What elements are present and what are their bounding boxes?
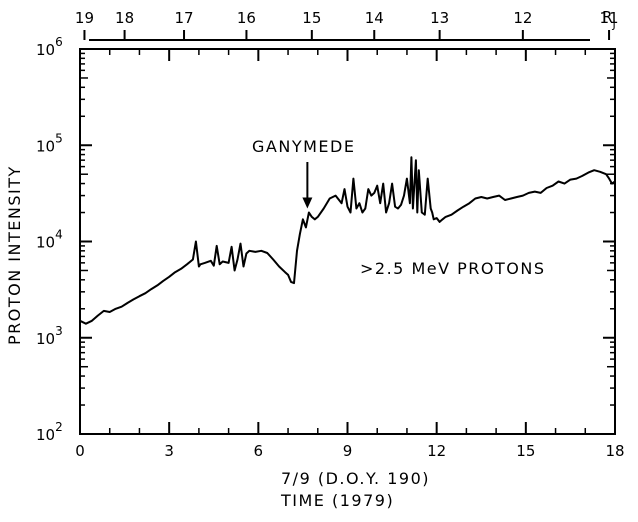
y-tick-label: 106: [36, 35, 63, 59]
series-line: [79, 156, 616, 325]
top-axis-tick-label: 17: [174, 9, 193, 27]
top-axis-label: RJ: [602, 8, 616, 31]
top-axis-tick-label: 18: [115, 9, 134, 27]
top-axis-tick-label: 16: [237, 9, 256, 27]
y-tick-label: 102: [36, 420, 63, 444]
y-tick-label: 105: [36, 131, 63, 155]
y-tick-label: 103: [36, 324, 63, 348]
top-axis-ticks: 19 18 17 16 15 14 13 12 11: [75, 9, 619, 40]
x-tick-label: 6: [254, 442, 264, 460]
top-axis-tick-label: 12: [513, 9, 532, 27]
ganymede-arrowhead: [302, 197, 313, 209]
x-axis-title-line1: 7/9 (D.O.Y. 190): [281, 469, 430, 488]
top-axis-tick-label: 11: [600, 9, 619, 27]
x-axis-ticks: 0 3 6 9 12 15 18: [75, 49, 625, 460]
x-tick-label: 12: [427, 442, 446, 460]
y-tick-label: 104: [36, 228, 63, 252]
x-tick-label: 18: [605, 442, 624, 460]
top-axis-tick-label: 19: [75, 9, 94, 27]
top-axis-tick-label: 14: [365, 9, 384, 27]
y-axis-ticks: 102 103 104 105 106: [36, 35, 615, 444]
y-axis-title: PROTON INTENSITY: [5, 165, 24, 345]
x-tick-label: 9: [343, 442, 353, 460]
x-tick-label: 15: [516, 442, 535, 460]
plot-frame: [79, 48, 616, 435]
top-axis-tick-label: 15: [302, 9, 321, 27]
x-tick-label: 3: [164, 442, 174, 460]
x-axis-title-line2: TIME (1979): [280, 491, 394, 510]
annotation-ganymede: GANYMEDE: [252, 137, 355, 156]
x-tick-label: 0: [75, 442, 85, 460]
top-axis-tick-label: 13: [430, 9, 449, 27]
annotation-protons: >2.5 MeV PROTONS: [360, 259, 545, 278]
